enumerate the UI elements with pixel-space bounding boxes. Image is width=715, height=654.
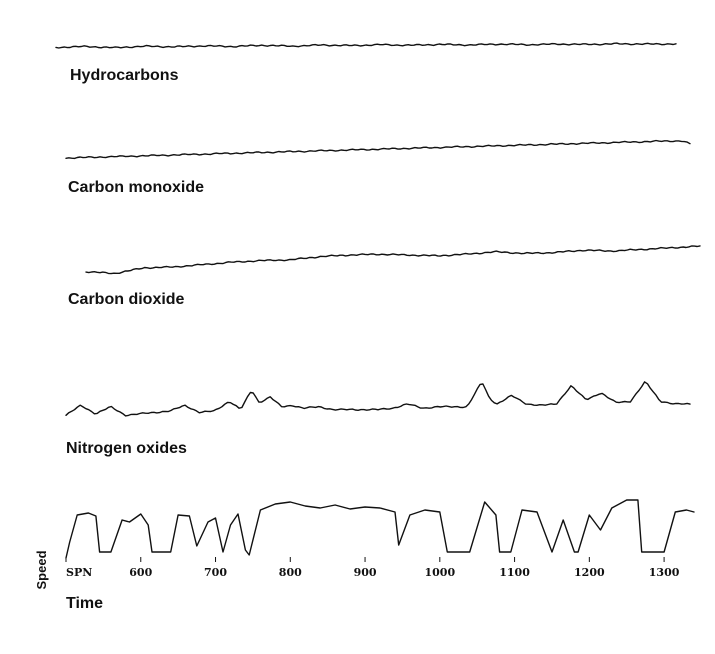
carbon-dioxide-label: Carbon dioxide <box>68 291 185 308</box>
x-tick-label: SPN <box>66 566 92 579</box>
carbon-monoxide-label: Carbon monoxide <box>68 179 204 196</box>
x-axis-ticks: SPN 600 700 800 900 1000 1100 1200 1300 <box>65 557 680 579</box>
panel-nitrogen-oxides: Nitrogen oxides <box>65 381 691 457</box>
nitrogen-oxides-label: Nitrogen oxides <box>66 440 187 457</box>
x-tick-label: 1300 <box>649 566 680 579</box>
panel-carbon-dioxide: Carbon dioxide <box>68 245 701 308</box>
x-tick-label: 700 <box>204 566 227 579</box>
hydrocarbons-trace <box>55 42 677 49</box>
carbon-dioxide-trace <box>85 245 701 275</box>
x-tick-label: 1100 <box>499 566 530 579</box>
x-tick-label: 900 <box>354 566 377 579</box>
panel-hydrocarbons: Hydrocarbons <box>55 42 677 84</box>
x-tick-label: 800 <box>279 566 302 579</box>
x-tick-label: 1000 <box>424 566 455 579</box>
speed-trace <box>65 499 695 559</box>
panel-carbon-monoxide: Carbon monoxide <box>65 139 691 196</box>
panel-speed: Speed <box>34 499 695 590</box>
hydrocarbons-label: Hydrocarbons <box>70 67 179 84</box>
x-axis-title: Time <box>66 595 103 612</box>
x-tick-label: 600 <box>129 566 152 579</box>
carbon-monoxide-trace <box>65 139 691 160</box>
nitrogen-oxides-trace <box>65 381 691 417</box>
speed-axis-label: Speed <box>34 550 49 589</box>
x-tick-label: 1200 <box>574 566 605 579</box>
